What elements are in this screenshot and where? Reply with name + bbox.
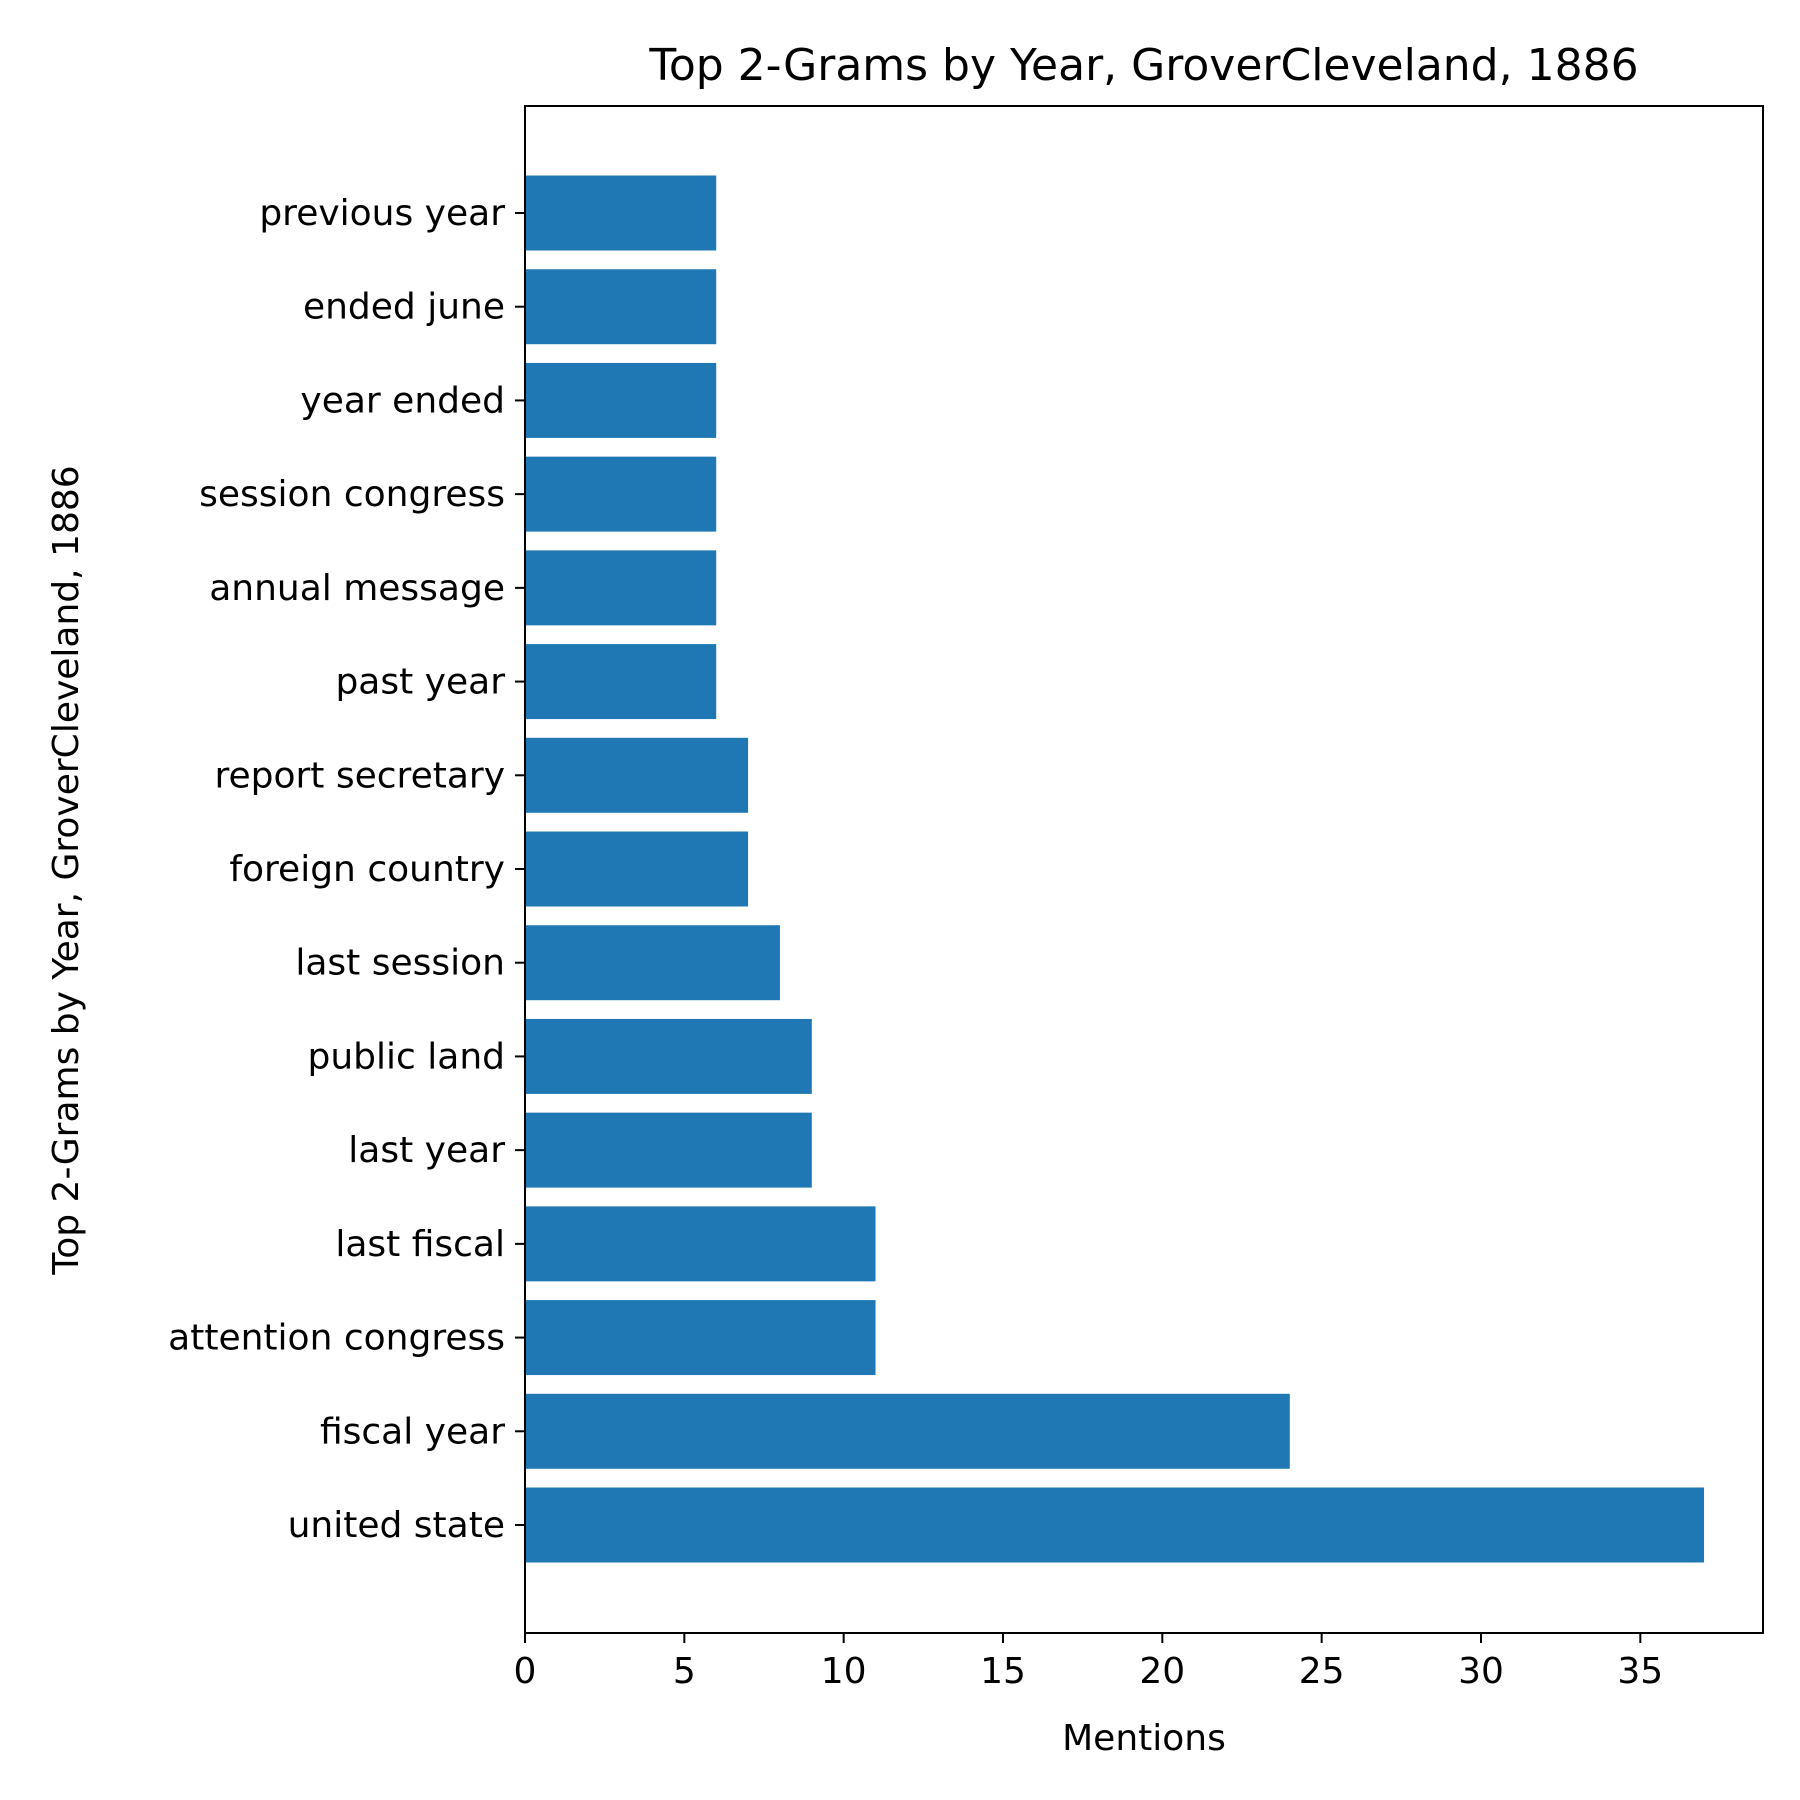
y-tick-label: ended june	[303, 287, 505, 328]
x-tick-label: 5	[673, 1651, 696, 1692]
y-tick-label: attention congress	[168, 1318, 505, 1359]
bar-report-secretary	[525, 737, 749, 813]
bar-foreign-country	[525, 831, 749, 907]
bars-group	[525, 175, 1705, 1563]
bar-last-year	[525, 1112, 812, 1188]
x-tick-label: 0	[514, 1651, 537, 1692]
y-axis-label: Top 2-Grams by Year, GroverCleveland, 18…	[46, 465, 87, 1275]
y-tick-label: foreign country	[229, 849, 505, 890]
chart-title: Top 2-Grams by Year, GroverCleveland, 18…	[648, 40, 1638, 91]
bar-fiscal-year	[525, 1393, 1290, 1469]
y-tick-label: report secretary	[214, 755, 505, 796]
x-ticks-group: 0 5 10 15 20 25 30 35	[514, 1633, 1663, 1692]
y-tick-label: annual message	[209, 568, 505, 609]
y-tick-label: last session	[295, 943, 505, 984]
y-tick-label: last year	[348, 1130, 505, 1171]
y-tick-label: year ended	[300, 380, 505, 421]
x-axis-label: Mentions	[1062, 1718, 1226, 1759]
y-tick-label: previous year	[259, 193, 505, 234]
x-tick-label: 15	[980, 1651, 1026, 1692]
y-tick-label: session congress	[199, 474, 505, 515]
bar-year-ended	[525, 362, 717, 438]
bar-last-session	[525, 925, 780, 1001]
bar-previous-year	[525, 175, 717, 251]
bar-last-fiscal	[525, 1206, 876, 1282]
x-tick-label: 25	[1299, 1651, 1345, 1692]
x-tick-label: 20	[1139, 1651, 1185, 1692]
y-tick-label: united state	[288, 1505, 505, 1546]
bar-past-year	[525, 644, 717, 720]
bar-annual-message	[525, 550, 717, 626]
y-tick-label: past year	[335, 662, 505, 703]
plot-frame	[524, 105, 1764, 1634]
bar-session-congress	[525, 456, 717, 532]
x-tick-label: 35	[1617, 1651, 1663, 1692]
bar-public-land	[525, 1018, 812, 1094]
y-tick-label: last fiscal	[335, 1224, 505, 1265]
bar-attention-congress	[525, 1300, 876, 1376]
y-tick-label: fiscal year	[320, 1411, 505, 1452]
bar-ended-june	[525, 269, 717, 345]
x-tick-label: 10	[821, 1651, 867, 1692]
bar-united-state	[525, 1487, 1705, 1563]
y-tick-label: public land	[308, 1036, 506, 1077]
y-ticks-group: united state fiscal year attention congres…	[168, 193, 525, 1546]
x-tick-label: 30	[1458, 1651, 1504, 1692]
